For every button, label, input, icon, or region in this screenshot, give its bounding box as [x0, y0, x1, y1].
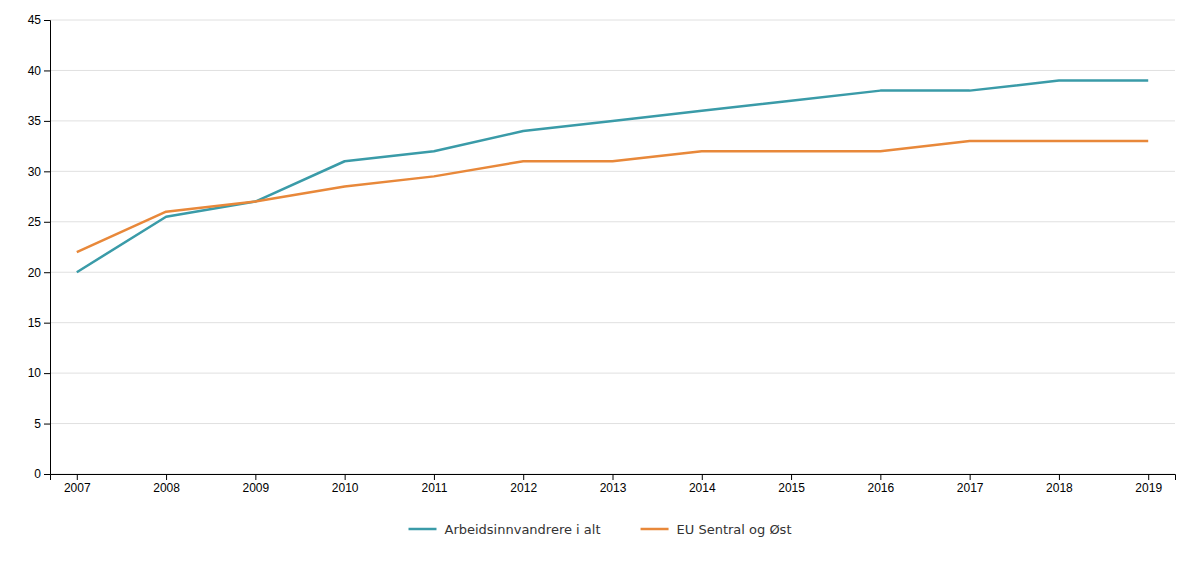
plot: 2007200820092010201120122013201420152016…: [28, 13, 1176, 494]
y-tick-mark: [44, 20, 50, 21]
x-tick: 2009: [243, 474, 270, 495]
y-tick-mark: [44, 222, 50, 223]
x-tick-mark: [702, 474, 703, 480]
x-tick-mark: [523, 474, 524, 480]
y-tick-mark: [44, 70, 50, 71]
series-line: [77, 81, 1148, 273]
y-tick: 35: [28, 114, 50, 128]
x-tick: 2013: [600, 474, 627, 495]
x-tick-mark: [434, 474, 435, 480]
x-tick-mark: [791, 474, 792, 480]
legend-item: EU Sentral og Øst: [641, 522, 792, 537]
legend: Arbeidsinnvandrere i alt EU Sentral og Øs…: [409, 522, 792, 537]
x-tick-label: 2016: [868, 481, 895, 495]
y-tick: 5: [34, 417, 50, 431]
y-tick-mark: [44, 424, 50, 425]
y-tick-label: 40: [28, 64, 42, 78]
y-tick-label: 20: [28, 266, 42, 280]
grid-line: [50, 272, 1175, 273]
x-tick: 2011: [422, 474, 448, 495]
x-axis: 2007 2008 2009 2010 2011 2012 2013 2014 2015 2016…: [51, 474, 1176, 495]
y-tick: 30: [28, 165, 50, 179]
x-tick-label: 2019: [1135, 481, 1162, 495]
x-tick-mark: [970, 474, 971, 480]
x-tick-label: 2008: [153, 481, 180, 495]
x-tick-label: 2017: [957, 481, 984, 495]
y-axis: 0 5 10 15 20 25 30 35 40 45: [28, 13, 51, 481]
y-tick-label: 10: [28, 366, 42, 380]
y-tick: 40: [28, 64, 50, 78]
x-tick-mark: [1148, 474, 1149, 480]
x-tick-label: 2015: [778, 481, 805, 495]
x-tick: 2014: [689, 474, 716, 495]
x-tick: 2017: [957, 474, 984, 495]
y-tick: 15: [28, 316, 50, 330]
x-tick: 2015: [778, 474, 805, 495]
x-tick-mark: [1059, 474, 1060, 480]
x-tick-label: 2011: [422, 481, 448, 495]
legend-label: EU Sentral og Øst: [677, 522, 792, 537]
y-tick-mark: [44, 373, 50, 374]
y-tick: 0: [34, 467, 50, 481]
y-tick: 10: [28, 366, 50, 380]
x-tick-mark: [345, 474, 346, 480]
legend-label: Arbeidsinnvandrere i alt: [445, 522, 601, 537]
grid-line: [50, 171, 1175, 172]
x-tick-label: 2010: [332, 481, 359, 495]
x-tick: 2007: [64, 474, 91, 495]
x-tick-mark: [613, 474, 614, 480]
y-axis-line: [44, 21, 51, 475]
lines: [77, 81, 1148, 273]
x-tick-label: 2018: [1046, 481, 1073, 495]
x-tick: 2012: [510, 474, 537, 495]
y-tick-label: 35: [28, 114, 42, 128]
x-tick-mark: [166, 474, 167, 480]
y-tick-mark: [44, 171, 50, 172]
y-tick-mark: [44, 323, 50, 324]
y-tick-label: 45: [28, 13, 42, 27]
y-tick: 45: [28, 13, 50, 27]
x-tick-mark: [880, 474, 881, 480]
x-tick: 2019: [1135, 474, 1162, 495]
x-tick: 2008: [153, 474, 180, 495]
x-tick: 2018: [1046, 474, 1073, 495]
grid-line: [50, 322, 1175, 323]
y-tick: 25: [28, 215, 50, 229]
grid-line: [50, 423, 1175, 424]
y-tick-mark: [44, 272, 50, 273]
legend-swatch: [641, 528, 669, 531]
grid-line: [50, 221, 1175, 222]
series-line: [77, 141, 1148, 252]
y-tick-label: 5: [34, 417, 41, 431]
x-tick-mark: [255, 474, 256, 480]
grid: [50, 20, 1175, 474]
y-tick: 20: [28, 266, 50, 280]
x-axis-line: [51, 475, 1176, 481]
y-tick-mark: [44, 121, 50, 122]
legend-swatch: [409, 528, 437, 531]
x-tick: 2016: [868, 474, 895, 495]
grid-line: [50, 70, 1175, 71]
y-tick-label: 30: [28, 165, 42, 179]
grid-line: [50, 373, 1175, 374]
x-tick-label: 2013: [600, 481, 627, 495]
grid-line: [50, 20, 1175, 21]
y-tick-label: 0: [34, 467, 41, 481]
x-tick: 2010: [332, 474, 359, 495]
y-tick-label: 25: [28, 215, 42, 229]
x-tick-mark: [77, 474, 78, 480]
x-tick-label: 2014: [689, 481, 716, 495]
x-tick-label: 2012: [510, 481, 537, 495]
chart: 2007200820092010201120122013201420152016…: [0, 0, 1200, 564]
y-tick-mark: [44, 474, 50, 475]
y-tick-label: 15: [28, 316, 42, 330]
x-tick-label: 2007: [64, 481, 91, 495]
x-tick-label: 2009: [243, 481, 270, 495]
legend-item: Arbeidsinnvandrere i alt: [409, 522, 601, 537]
